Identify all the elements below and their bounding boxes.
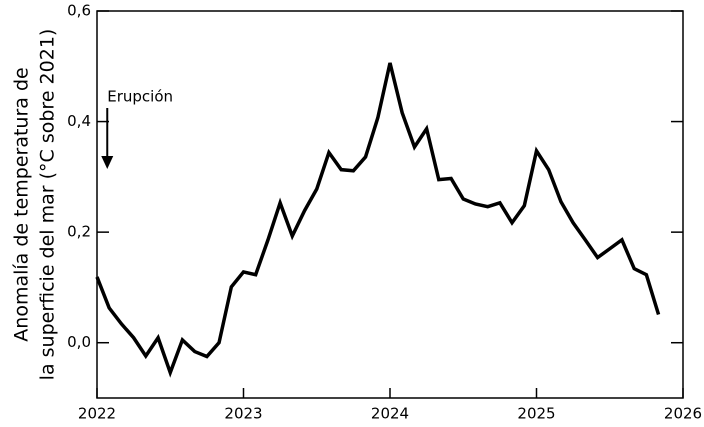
y-tick-label: 0,2 (67, 223, 91, 241)
y-tick-label: 0,0 (67, 333, 91, 351)
data-line (95, 62, 661, 378)
x-tick-label: 2023 (224, 405, 262, 423)
y-tick-label: 0,4 (67, 112, 91, 130)
annotation: Erupción (107, 88, 173, 106)
x-tick-label: 2025 (517, 405, 555, 423)
y-tick-label: 0,6 (67, 2, 91, 20)
x-tick-label: 2022 (78, 405, 116, 423)
y-axis-label: la superficie del mar (°C sobre 2021) (37, 29, 59, 381)
x-tick-label: 2026 (664, 405, 702, 423)
x-tick-label: 2024 (371, 405, 409, 423)
y-axis-label: Anomalía de temperatura de (11, 67, 33, 341)
annotation-arrowhead (101, 156, 114, 169)
